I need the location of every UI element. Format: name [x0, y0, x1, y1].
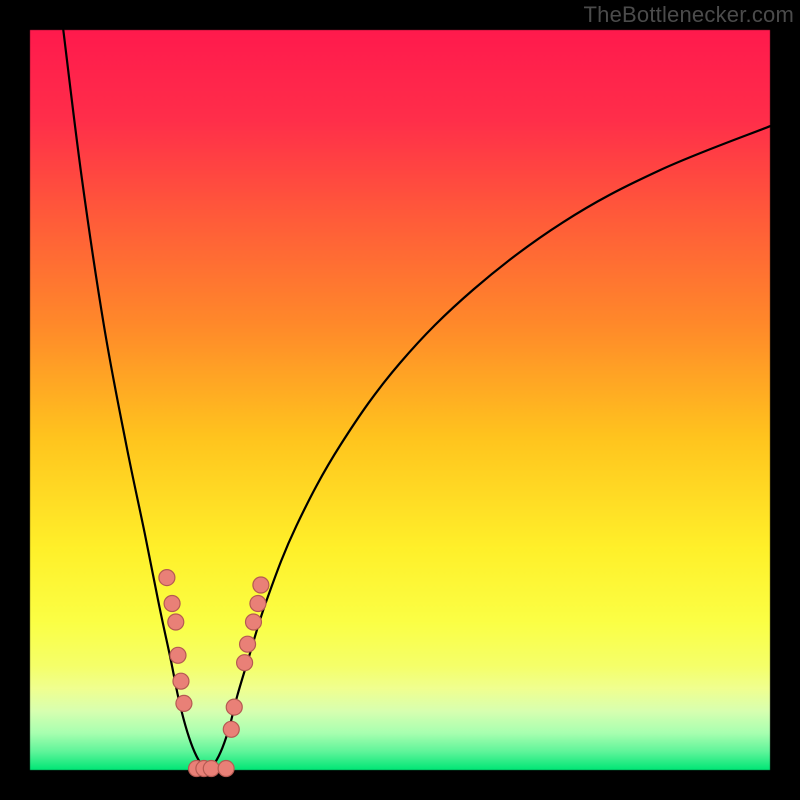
gradient-background: [0, 0, 800, 800]
chart-stage: TheBottlenecker.com: [0, 0, 800, 800]
source-watermark: TheBottlenecker.com: [584, 2, 794, 28]
